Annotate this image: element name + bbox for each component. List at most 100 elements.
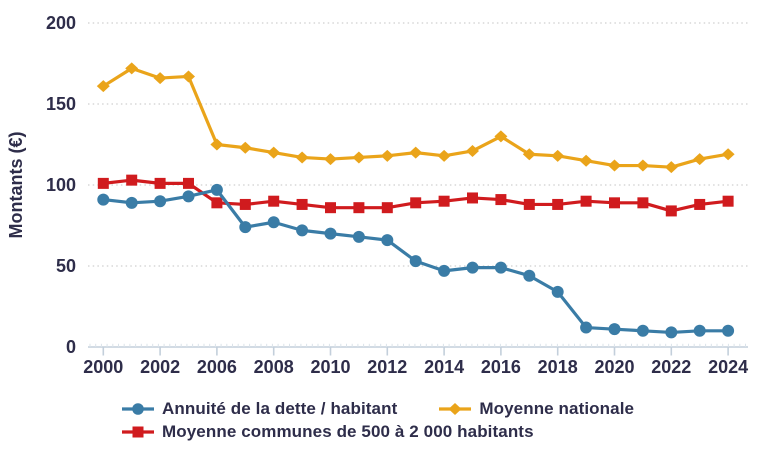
data-point-circle [296,224,309,237]
data-point-circle [210,183,223,196]
gold-diamond-legend-marker-icon [439,403,472,415]
data-point-square [552,198,564,210]
x-tick-label: 2024 [708,357,748,377]
data-point-circle [636,324,649,337]
data-point-circle [494,261,507,274]
data-point-circle [381,234,394,247]
x-tick-label: 2022 [651,357,691,377]
data-point-square [722,195,734,207]
data-point-square [381,202,393,214]
data-point-square [410,197,422,209]
data-point-diamond [551,149,565,162]
x-tick-label: 2006 [197,357,237,377]
data-point-circle [154,195,167,208]
data-point-circle [466,261,479,274]
data-point-square [353,202,365,214]
x-tick-label: 2016 [481,357,521,377]
legend-row-1: Annuité de la dette / habitant Moyenne n… [122,398,634,420]
legend-row-2: Moyenne communes de 500 à 2 000 habitant… [122,421,634,443]
data-point-circle [523,269,536,282]
data-point-square [154,177,166,189]
data-point-circle [693,324,706,337]
x-tick-label: 2020 [594,357,634,377]
data-point-square [580,195,592,207]
data-point-diamond [693,153,707,166]
data-point-diamond [608,159,621,172]
data-point-square [183,177,194,189]
data-point-circle [409,255,422,268]
data-point-circle [239,221,252,234]
data-point-diamond [466,144,479,157]
data-point-diamond [125,62,139,75]
data-point-circle [352,230,365,243]
legend-item-moyenne-communes: Moyenne communes de 500 à 2 000 habitant… [122,422,534,442]
data-point-square [296,198,308,210]
blue-circle-legend-marker-icon [122,403,154,415]
chart-legend: Annuité de la dette / habitant Moyenne n… [122,398,634,443]
data-point-diamond [664,161,678,174]
data-point-square [97,177,109,189]
data-point-circle [580,321,593,334]
x-axis [88,343,748,356]
data-point-circle [551,285,564,298]
y-tick-label: 50 [56,256,76,276]
y-axis-title: Montants (€) [6,132,26,239]
data-point-diamond [267,146,281,159]
data-point-circle [438,264,451,277]
y-tick-label: 100 [46,175,76,195]
data-point-circle [125,196,138,209]
line-chart: 2000 2002 2006 2008 2010 2012 2014 2016 2018 2020… [6,13,748,377]
data-point-circle [324,227,337,240]
x-tick-label: 2008 [254,357,294,377]
x-tick-label: 2000 [83,357,123,377]
x-tick-label: 2002 [140,357,180,377]
data-point-diamond [437,149,451,162]
data-point-diamond [324,153,337,166]
legend-item-moyenne-nationale: Moyenne nationale [439,399,634,419]
data-point-square [438,195,450,207]
data-point-circle [97,193,110,206]
data-point-square [268,195,280,207]
data-point-diamond [295,151,309,164]
legend-label-moyenne-nationale: Moyenne nationale [479,399,635,418]
data-point-circle [608,323,621,336]
data-point-diamond [494,130,508,143]
data-point-square [126,174,138,186]
red-square-legend-marker-icon [122,426,154,438]
data-point-square [609,197,620,209]
x-tick-label: 2014 [424,357,464,377]
data-point-diamond [579,154,593,167]
data-point-square [325,202,336,214]
data-point-diamond [96,80,110,93]
data-point-circle [267,216,280,229]
series-moyenne-communes-500-2000 [97,174,734,217]
chart-container: 2000 2002 2006 2008 2010 2012 2014 2016 2018 2020… [6,13,748,377]
data-point-circle [665,326,678,339]
data-point-square [523,198,535,210]
x-tick-label: 2012 [367,357,407,377]
series-moyenne-nationale [96,62,735,174]
data-point-diamond [380,149,394,162]
data-point-diamond [182,70,195,83]
data-point-diamond [721,148,735,161]
data-point-square [694,198,706,210]
y-axis-labels: 0 50 100 150 200 [46,13,76,357]
legend-label-moyenne-communes: Moyenne communes de 500 à 2 000 habitant… [162,422,534,441]
legend-label-annuite-dette: Annuité de la dette / habitant [162,399,398,418]
data-point-diamond [522,148,536,161]
data-point-square [467,192,478,204]
data-point-square [665,205,677,217]
y-tick-label: 200 [46,13,76,33]
x-tick-label: 2010 [310,357,350,377]
data-point-diamond [352,151,366,164]
data-point-circle [182,190,195,203]
data-point-diamond [210,138,224,151]
data-point-square [211,197,223,209]
data-point-square [239,198,251,210]
x-tick-label: 2018 [538,357,578,377]
data-point-diamond [409,146,423,159]
y-tick-label: 0 [66,337,76,357]
legend-item-annuite-dette: Annuité de la dette / habitant [122,399,397,419]
grid-lines [88,22,748,267]
data-point-diamond [636,159,650,172]
